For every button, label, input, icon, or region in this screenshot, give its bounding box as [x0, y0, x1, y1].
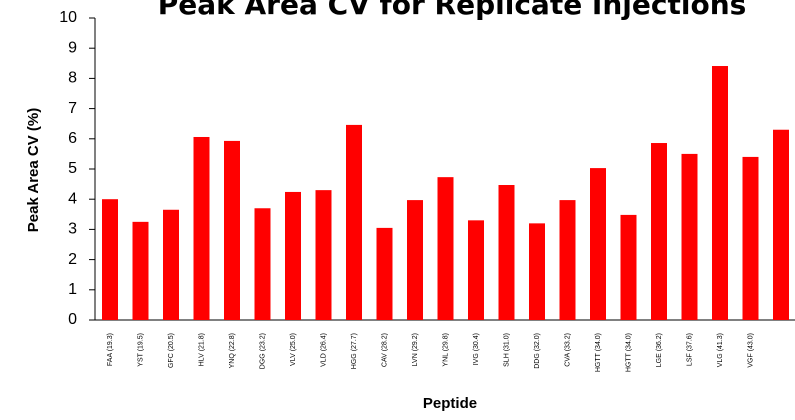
y-axis-label: Peak Area CV (%) [25, 108, 42, 233]
x-tick-label: VLV (25.0) [290, 333, 297, 366]
x-tick-label: HGTT (34.0) [625, 333, 632, 372]
y-tick-label: 0 [68, 311, 77, 328]
x-tick-label: FAA (19.3) [107, 333, 114, 366]
bar [315, 190, 332, 320]
x-tick-label: HGTT (34.0) [595, 333, 602, 372]
bar [132, 221, 149, 320]
x-tick-label: YNL (29.8) [442, 333, 449, 367]
x-tick-label: GFC (20.5) [168, 333, 175, 368]
y-tick-label: 8 [68, 70, 77, 87]
y-tick-label: 6 [68, 130, 77, 147]
x-tick-label: SLH (31.0) [503, 333, 510, 367]
x-tick-label: VLG (41.3) [717, 333, 724, 367]
x-tick-label: HGG (27.7) [351, 333, 358, 369]
bar [224, 140, 240, 320]
x-tick-label: IVG (30.4) [473, 333, 480, 365]
bar [742, 156, 759, 320]
bar [285, 191, 301, 320]
x-tick-label: CAV (28.2) [381, 333, 388, 367]
x-tick-label: VGF (43.0) [747, 333, 754, 368]
x-tick-label: YNQ (22.8) [229, 333, 236, 368]
bar [376, 227, 393, 320]
bar [102, 199, 118, 320]
x-tick-label: HLV (21.8) [198, 333, 205, 366]
x-axis-label: Peptide [423, 395, 477, 412]
y-tick-label: 2 [68, 251, 77, 268]
chart-title: Peak Area CV for Replicate Injections [158, 0, 747, 21]
bar [651, 143, 667, 320]
bar [407, 200, 423, 320]
x-tick-label: VLD (26.4) [320, 333, 327, 367]
bar [468, 220, 484, 320]
y-tick-label: 4 [68, 190, 77, 207]
y-tick-label: 9 [68, 39, 77, 56]
x-tick-label: DDG (32.0) [534, 333, 541, 369]
bar [498, 185, 515, 320]
bar [254, 208, 271, 320]
bar [346, 124, 362, 321]
y-tick-label: 10 [59, 9, 77, 26]
x-tick-label: DGG (23.2) [259, 333, 266, 369]
bar [193, 136, 210, 320]
bar [681, 153, 698, 320]
bar [559, 200, 576, 320]
bar [620, 214, 637, 320]
bar [437, 177, 454, 320]
bar [773, 129, 789, 320]
x-tick-label: LVN (29.2) [412, 333, 419, 366]
x-tick-label: YST (19.5) [137, 333, 144, 367]
y-tick-label: 3 [68, 221, 77, 238]
x-tick-label: CVA (33.2) [564, 333, 571, 367]
y-tick-label: 7 [68, 100, 77, 117]
bar [712, 66, 728, 320]
x-tick-label: LGE (36.2) [656, 333, 663, 367]
bar [529, 223, 545, 320]
bar [590, 168, 606, 320]
y-tick-label: 5 [68, 160, 77, 177]
x-tick-label: LSF (37.6) [686, 333, 693, 366]
bar [163, 209, 179, 320]
y-tick-label: 1 [68, 281, 77, 298]
